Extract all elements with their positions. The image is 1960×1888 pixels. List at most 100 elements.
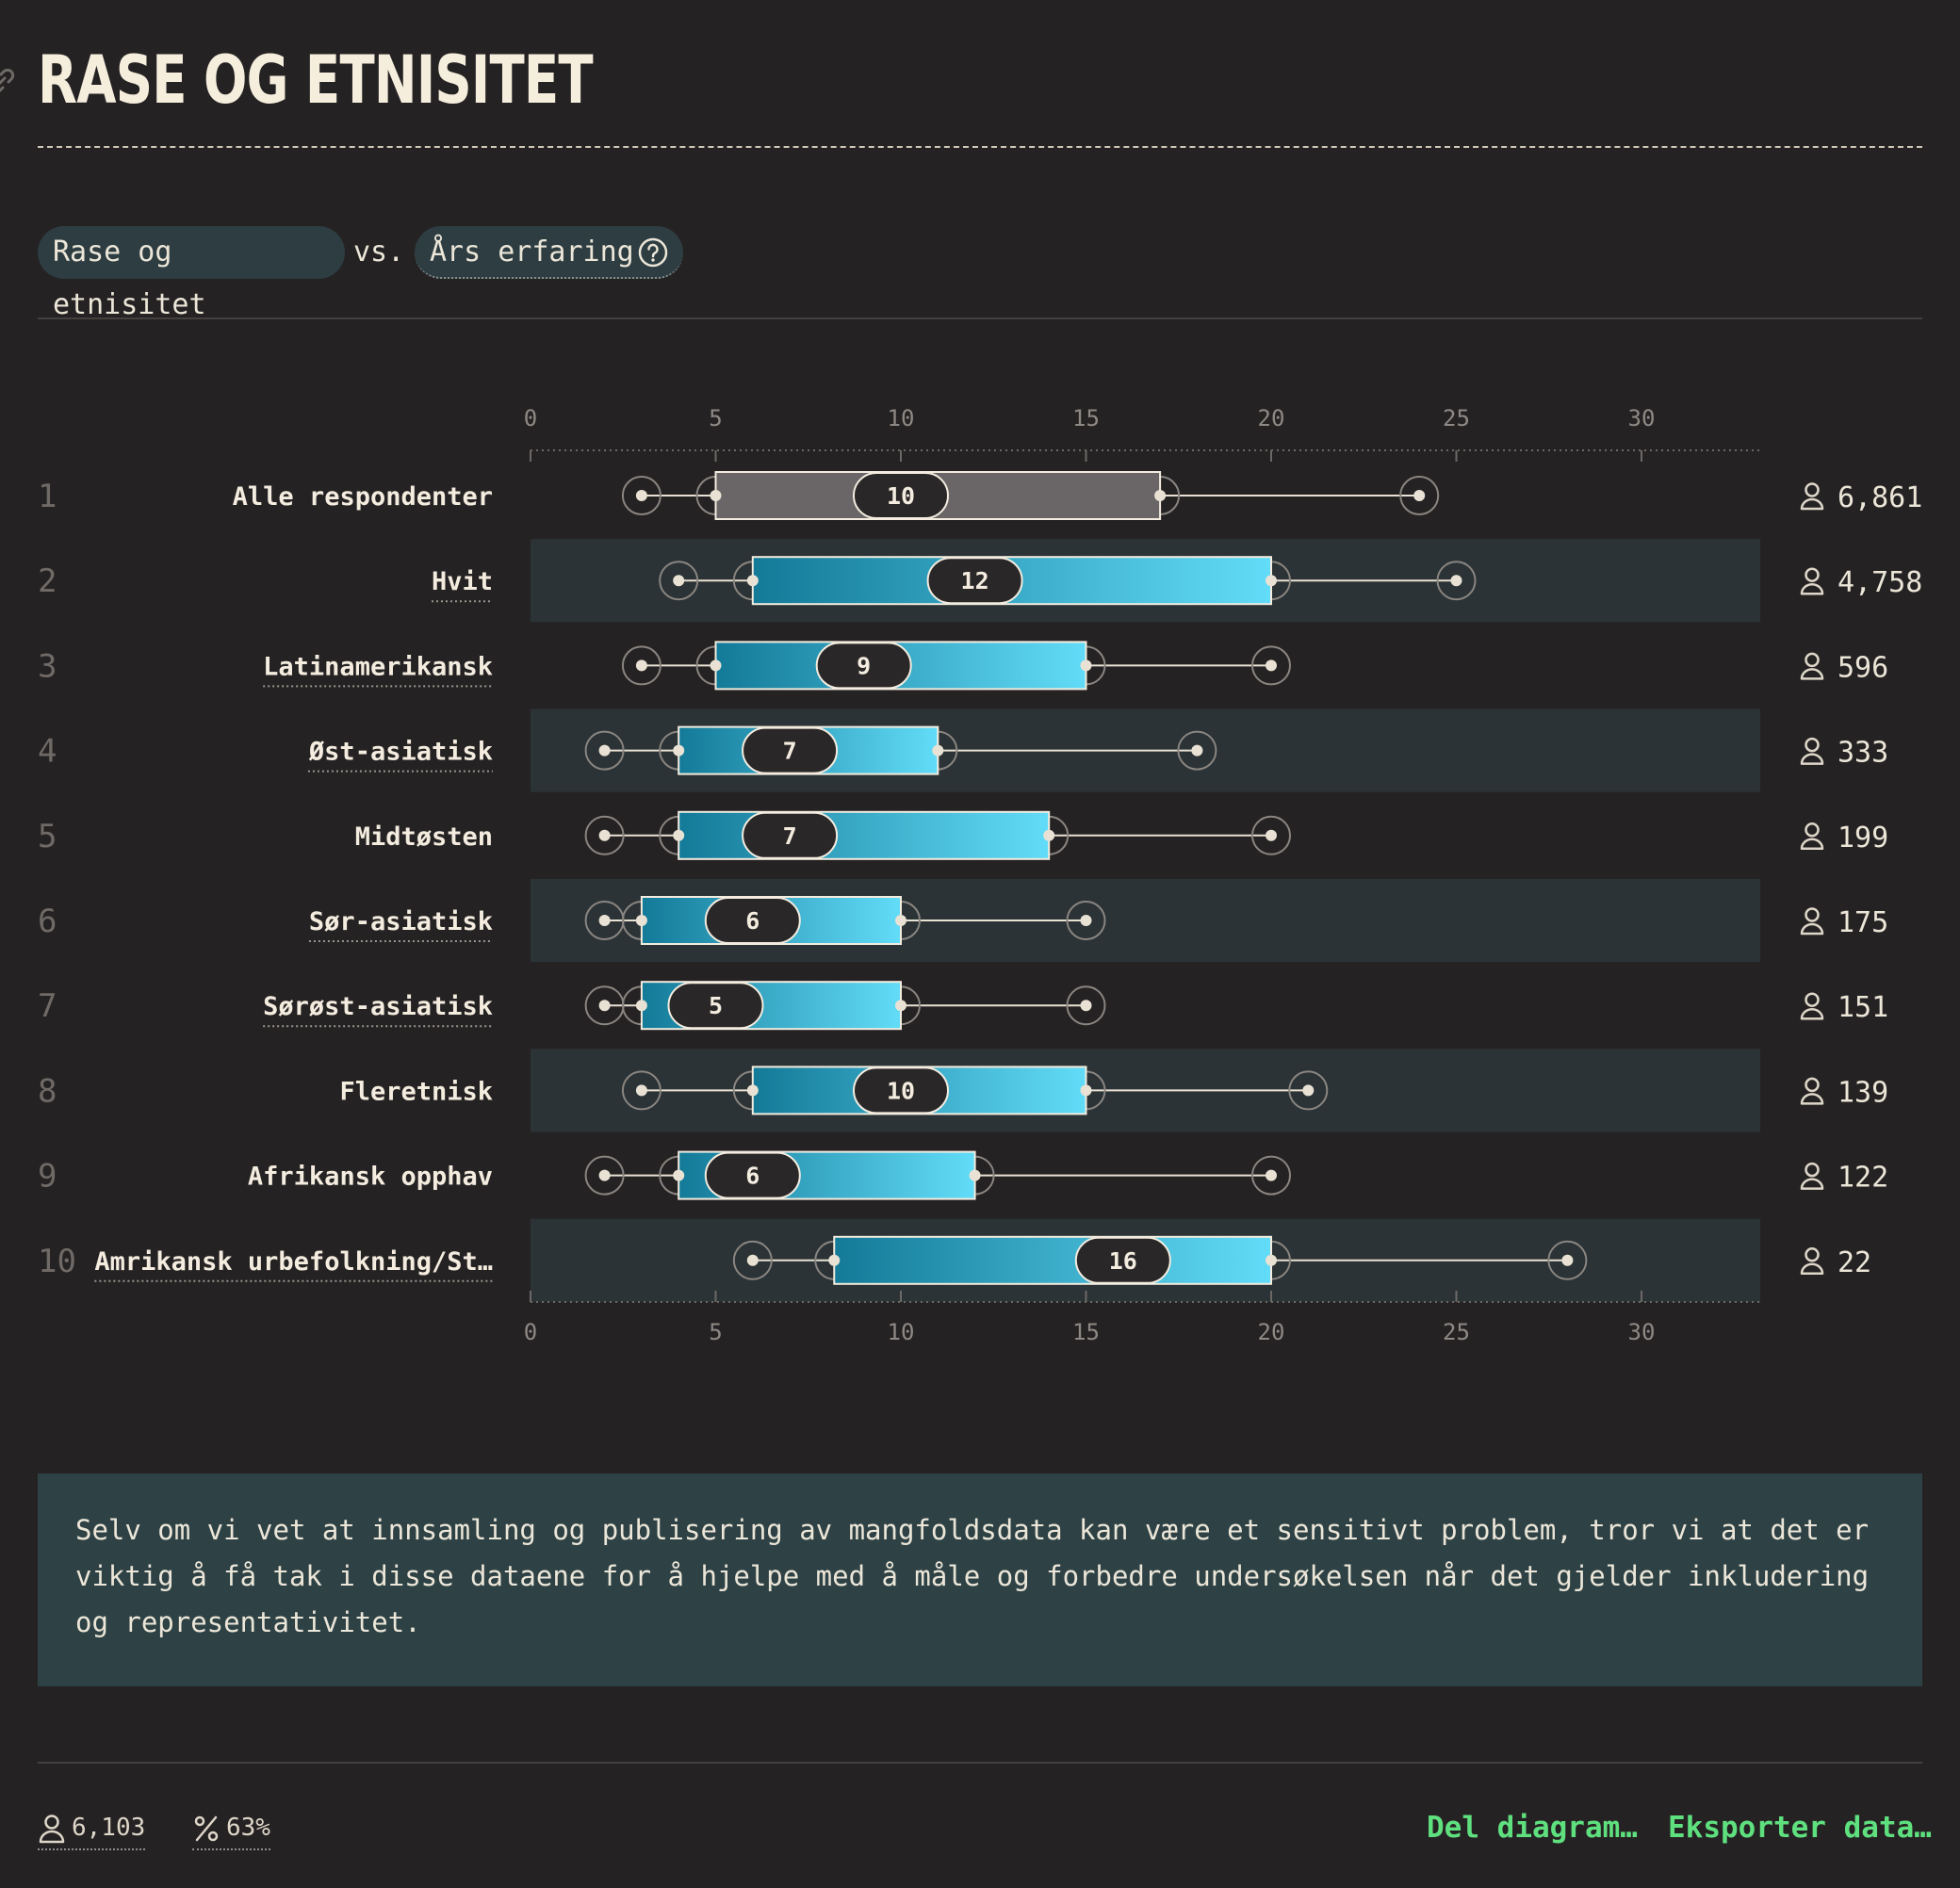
x-tick-label: 5 [709, 405, 722, 431]
whisker-min-dot [599, 1000, 611, 1011]
q3-dot [1154, 490, 1166, 501]
person-icon-head [1806, 739, 1819, 751]
row-label: Midtøsten [355, 822, 493, 852]
row-rank: 3 [38, 647, 57, 685]
x-tick-label: 30 [1628, 1319, 1656, 1345]
row-rank: 5 [38, 818, 57, 855]
median-value: 10 [887, 1077, 915, 1104]
whisker-max-dot [1451, 575, 1462, 586]
person-icon [1802, 654, 1822, 679]
iqr-box [678, 812, 1049, 859]
person-icon-body [1802, 924, 1822, 934]
person-icon [1802, 909, 1822, 935]
row-rank: 10 [38, 1243, 76, 1280]
q3-dot [895, 915, 906, 926]
person-icon-body [1802, 669, 1822, 678]
x-tick-label: 0 [524, 1319, 537, 1345]
person-icon-body [1802, 755, 1822, 764]
q3-dot [1043, 830, 1054, 841]
total-respondents[interactable]: 6,103 [38, 1807, 145, 1850]
iqr-box [834, 1237, 1271, 1284]
person-icon [1802, 1164, 1822, 1189]
row-rank: 4 [38, 733, 57, 771]
export-data-button[interactable]: Eksporter data… [1668, 1807, 1932, 1848]
median-value: 12 [961, 567, 989, 594]
respondent-count: 333 [1838, 737, 1888, 770]
person-icon-body [1802, 1264, 1822, 1274]
filter-divider [38, 317, 1922, 319]
whisker-max-dot [1302, 1084, 1314, 1096]
person-icon-body [1802, 584, 1822, 594]
whisker-max-dot [1081, 915, 1092, 926]
person-icon-head [1806, 1079, 1819, 1091]
row-label[interactable]: Amrikansk urbefolkning/St… [94, 1247, 493, 1277]
x-tick-label: 10 [888, 405, 915, 431]
respondent-count: 175 [1838, 906, 1888, 939]
x-tick-label: 5 [709, 1319, 722, 1345]
boxplot-chart: 0 5 10 15 20 25 300 5 10 15 20 25 301 Alle respondent… [0, 396, 1960, 1375]
response-rate[interactable]: 63% [192, 1807, 270, 1850]
q1-dot [673, 1170, 684, 1181]
whisker-min-dot [636, 490, 647, 501]
percent-icon [192, 1814, 220, 1844]
person-icon [1802, 1248, 1822, 1274]
x-tick-label: 0 [524, 405, 537, 431]
page-title: RASE OG ETNISITET [38, 38, 593, 122]
median-value: 16 [1109, 1247, 1137, 1275]
whisker-min-dot [636, 659, 647, 671]
whisker-min-dot [636, 1084, 647, 1096]
row-label[interactable]: Hvit [432, 567, 493, 596]
person-icon-head [1806, 569, 1819, 581]
median-value: 7 [783, 822, 797, 850]
row-label[interactable]: Sørøst-asiatisk [263, 992, 493, 1021]
row-rank: 1 [38, 478, 57, 515]
respondent-count: 122 [1838, 1162, 1888, 1195]
q3-dot [1081, 659, 1092, 671]
respondent-count: 151 [1838, 991, 1888, 1024]
respondent-count: 22 [1838, 1246, 1871, 1279]
link-icon[interactable] [0, 66, 17, 96]
q3-dot [1266, 575, 1277, 586]
q1-dot [747, 575, 759, 586]
person-icon [1802, 1079, 1822, 1104]
share-chart-button[interactable]: Del diagram… [1427, 1807, 1638, 1848]
whisker-max-dot [1081, 1000, 1092, 1011]
row-label[interactable]: Latinamerikansk [263, 652, 493, 681]
person-icon [1802, 569, 1822, 594]
question-circle-icon[interactable] [637, 236, 669, 269]
primary-filter-chip[interactable]: Rase og etnisitet [38, 226, 345, 279]
respondent-count: 6,861 [1838, 481, 1922, 514]
x-tick-label: 20 [1258, 1319, 1285, 1345]
person-icon-body [1802, 499, 1822, 509]
row-label[interactable]: Øst-asiatisk [308, 738, 493, 767]
whisker-min-dot [599, 745, 611, 757]
person-icon-body [1802, 1094, 1822, 1103]
row-label: Fleretnisk [339, 1077, 493, 1106]
person-icon [1802, 994, 1822, 1019]
whisker-min-dot [599, 830, 611, 841]
q3-dot [1266, 1255, 1277, 1266]
median-value: 6 [745, 1163, 760, 1190]
x-tick-label: 25 [1443, 1319, 1470, 1345]
row-label[interactable]: Sør-asiatisk [309, 907, 493, 936]
person-icon-head [1806, 484, 1819, 496]
x-tick-label: 10 [888, 1319, 915, 1345]
person-icon-head [1806, 654, 1819, 666]
whisker-max-dot [1561, 1255, 1573, 1266]
q1-dot [710, 490, 722, 501]
q3-dot [1081, 1084, 1092, 1096]
x-tick-label: 15 [1072, 1319, 1100, 1345]
row-rank: 9 [38, 1158, 57, 1196]
whisker-max-dot [1266, 1170, 1277, 1181]
row-label: Afrikansk opphav [248, 1163, 493, 1192]
person-icon-body [1802, 1180, 1822, 1189]
q3-dot [895, 1000, 906, 1011]
person-icon [1802, 484, 1822, 510]
q1-dot [747, 1084, 759, 1096]
row-label: Alle respondenter [233, 482, 493, 512]
person-icon-head [1806, 1248, 1819, 1261]
person-icon-body [1802, 1009, 1822, 1018]
info-note: Selv om vi vet at innsamling og publiser… [38, 1473, 1922, 1686]
vs-label: vs. [353, 226, 404, 279]
median-value: 10 [887, 482, 915, 510]
